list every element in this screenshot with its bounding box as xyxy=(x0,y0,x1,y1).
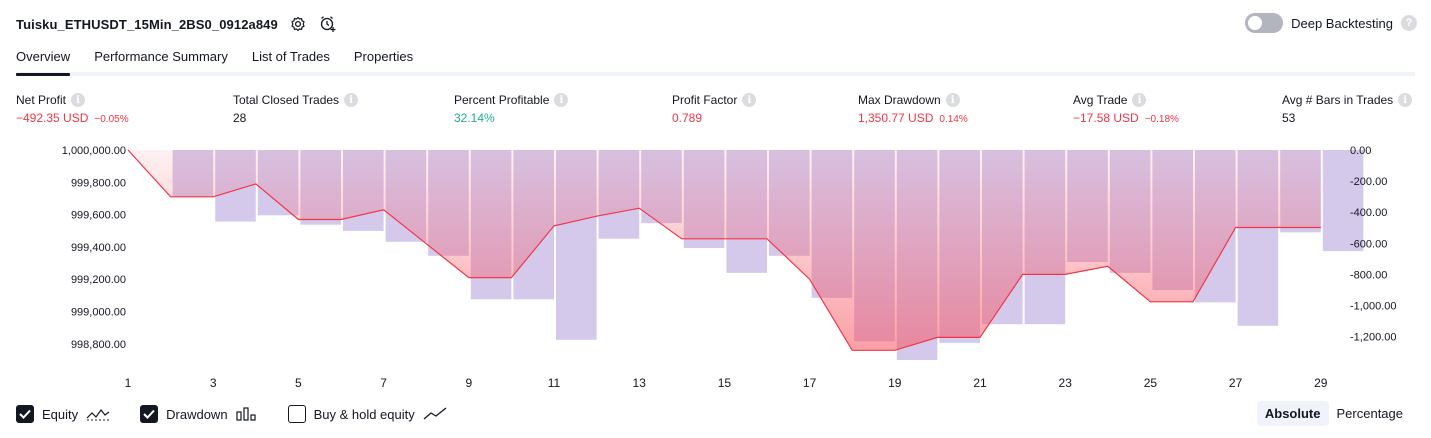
deep-backtesting: Deep Backtesting ? xyxy=(1245,13,1417,33)
x-axis-tick: 11 xyxy=(548,376,561,390)
right-axis-tick: -600.00 xyxy=(1350,238,1387,250)
x-axis-tick: 27 xyxy=(1229,376,1243,390)
legend-label: Drawdown xyxy=(166,406,228,422)
stat-value: 32.14% xyxy=(454,111,495,125)
info-icon[interactable]: i xyxy=(945,93,960,107)
add-alert-icon[interactable] xyxy=(318,14,338,34)
stat-net-profit: Net Profit i −492.35 USD −0.05% xyxy=(16,93,129,125)
strategy-title: Tuisku_ETHUSDT_15Min_2BS0_0912a849 xyxy=(16,16,278,32)
legend-buy-hold[interactable]: Buy & hold equity xyxy=(287,405,447,423)
stat-pct: −0.18% xyxy=(1144,114,1179,125)
stat-label: Percent Profitable xyxy=(454,93,550,107)
x-axis-tick: 5 xyxy=(295,376,302,390)
stat-avg-bars: Avg # Bars in Trades i 53 xyxy=(1282,93,1413,125)
stat-value: 0.789 xyxy=(672,111,703,125)
equity-chart[interactable]: 1,000,000.00 999,800.00 999,600.00 999,400.… xyxy=(0,138,1431,394)
x-axis-tick: 19 xyxy=(888,376,902,390)
x-axis-tick: 7 xyxy=(380,376,387,390)
tab-overview[interactable]: Overview xyxy=(16,44,71,76)
deep-backtesting-label: Deep Backtesting xyxy=(1291,15,1393,31)
x-axis-tick: 17 xyxy=(803,376,817,390)
trend-line-icon xyxy=(423,407,447,421)
tab-bar: Overview Performance Summary List of Tra… xyxy=(16,44,1415,76)
stat-pct: 0.14% xyxy=(939,114,968,125)
x-axis-tick: 15 xyxy=(718,376,732,390)
help-icon[interactable]: ? xyxy=(1401,15,1417,31)
x-axis-tick: 3 xyxy=(210,376,217,390)
equity-area xyxy=(128,150,1321,351)
stat-value: 1,350.77 USD xyxy=(858,111,934,125)
right-axis-tick: -400.00 xyxy=(1350,207,1387,219)
drawdown-checkbox[interactable] xyxy=(140,405,159,423)
left-axis-tick: 1,000,000.00 xyxy=(62,145,126,157)
right-axis-tick: 0.00 xyxy=(1350,145,1371,157)
stat-percent-profitable: Percent Profitable i 32.14% xyxy=(454,93,569,125)
equity-line xyxy=(127,149,1321,351)
percentage-button[interactable]: Percentage xyxy=(1336,406,1404,421)
bar-chart-icon xyxy=(235,407,258,421)
stat-value: 28 xyxy=(233,111,247,125)
stat-label: Max Drawdown xyxy=(858,93,941,107)
stat-total-closed-trades: Total Closed Trades i 28 xyxy=(233,93,359,125)
right-axis-tick: -1,200.00 xyxy=(1350,332,1396,344)
stats-row: Net Profit i −492.35 USD −0.05% Total Clos… xyxy=(16,93,1417,133)
info-icon[interactable]: i xyxy=(1132,93,1147,107)
stat-value: −492.35 USD xyxy=(16,111,89,125)
deep-backtesting-toggle[interactable] xyxy=(1245,13,1284,33)
chart-legend: Equity Drawdown Buy & hold equity xyxy=(16,402,477,426)
stat-label: Avg Trade xyxy=(1073,93,1128,107)
buy-hold-checkbox[interactable] xyxy=(287,405,306,423)
legend-drawdown[interactable]: Drawdown xyxy=(140,405,257,423)
toggle-knob xyxy=(1248,16,1263,30)
x-axis-tick: 23 xyxy=(1059,376,1073,390)
stat-value: −17.58 USD xyxy=(1073,111,1139,125)
right-axis-tick: -200.00 xyxy=(1350,176,1387,188)
legend-label: Equity xyxy=(42,406,79,422)
value-mode-switch: Absolute Percentage xyxy=(1256,401,1411,426)
drawdown-bar xyxy=(1322,150,1364,252)
left-axis-tick: 999,600.00 xyxy=(71,210,126,222)
x-axis-tick: 25 xyxy=(1144,376,1158,390)
equity-checkbox[interactable] xyxy=(16,405,34,423)
x-axis-tick: 13 xyxy=(633,376,647,390)
left-axis-tick: 999,800.00 xyxy=(71,177,126,189)
tab-properties[interactable]: Properties xyxy=(353,49,414,64)
left-axis-tick: 999,000.00 xyxy=(71,307,126,319)
strategy-header: Tuisku_ETHUSDT_15Min_2BS0_0912a849 xyxy=(16,12,338,36)
info-icon[interactable]: i xyxy=(1398,93,1413,107)
stat-profit-factor: Profit Factor i 0.789 xyxy=(672,93,757,125)
stat-label: Avg # Bars in Trades xyxy=(1282,93,1394,107)
equity-line-icon xyxy=(86,407,110,421)
stat-label: Net Profit xyxy=(16,93,67,107)
x-axis-tick: 29 xyxy=(1314,376,1328,390)
stat-value: 53 xyxy=(1282,111,1296,125)
stat-max-drawdown: Max Drawdown i 1,350.77 USD 0.14% xyxy=(858,93,968,125)
legend-equity[interactable]: Equity xyxy=(16,405,110,423)
stat-label: Profit Factor xyxy=(672,93,738,107)
x-axis-tick: 21 xyxy=(973,376,987,390)
legend-label: Buy & hold equity xyxy=(313,406,415,422)
info-icon[interactable]: i xyxy=(71,93,86,107)
stat-pct: −0.05% xyxy=(94,114,129,125)
tab-performance-summary[interactable]: Performance Summary xyxy=(94,49,228,64)
info-icon[interactable]: i xyxy=(344,93,359,107)
info-icon[interactable]: i xyxy=(742,93,757,107)
info-icon[interactable]: i xyxy=(554,93,569,107)
right-axis-tick: -800.00 xyxy=(1350,269,1387,281)
left-axis-tick: 999,200.00 xyxy=(71,274,126,286)
stat-avg-trade: Avg Trade i −17.58 USD −0.18% xyxy=(1073,93,1179,125)
right-axis-tick: -1,000.00 xyxy=(1350,301,1396,313)
x-axis-tick: 1 xyxy=(125,376,132,390)
left-axis-tick: 999,400.00 xyxy=(71,242,126,254)
left-axis-tick: 998,800.00 xyxy=(71,339,126,351)
stat-label: Total Closed Trades xyxy=(233,93,340,107)
x-axis-tick: 9 xyxy=(465,376,472,390)
settings-icon[interactable] xyxy=(288,14,308,34)
tab-list-of-trades[interactable]: List of Trades xyxy=(251,49,330,64)
absolute-button[interactable]: Absolute xyxy=(1256,401,1329,426)
